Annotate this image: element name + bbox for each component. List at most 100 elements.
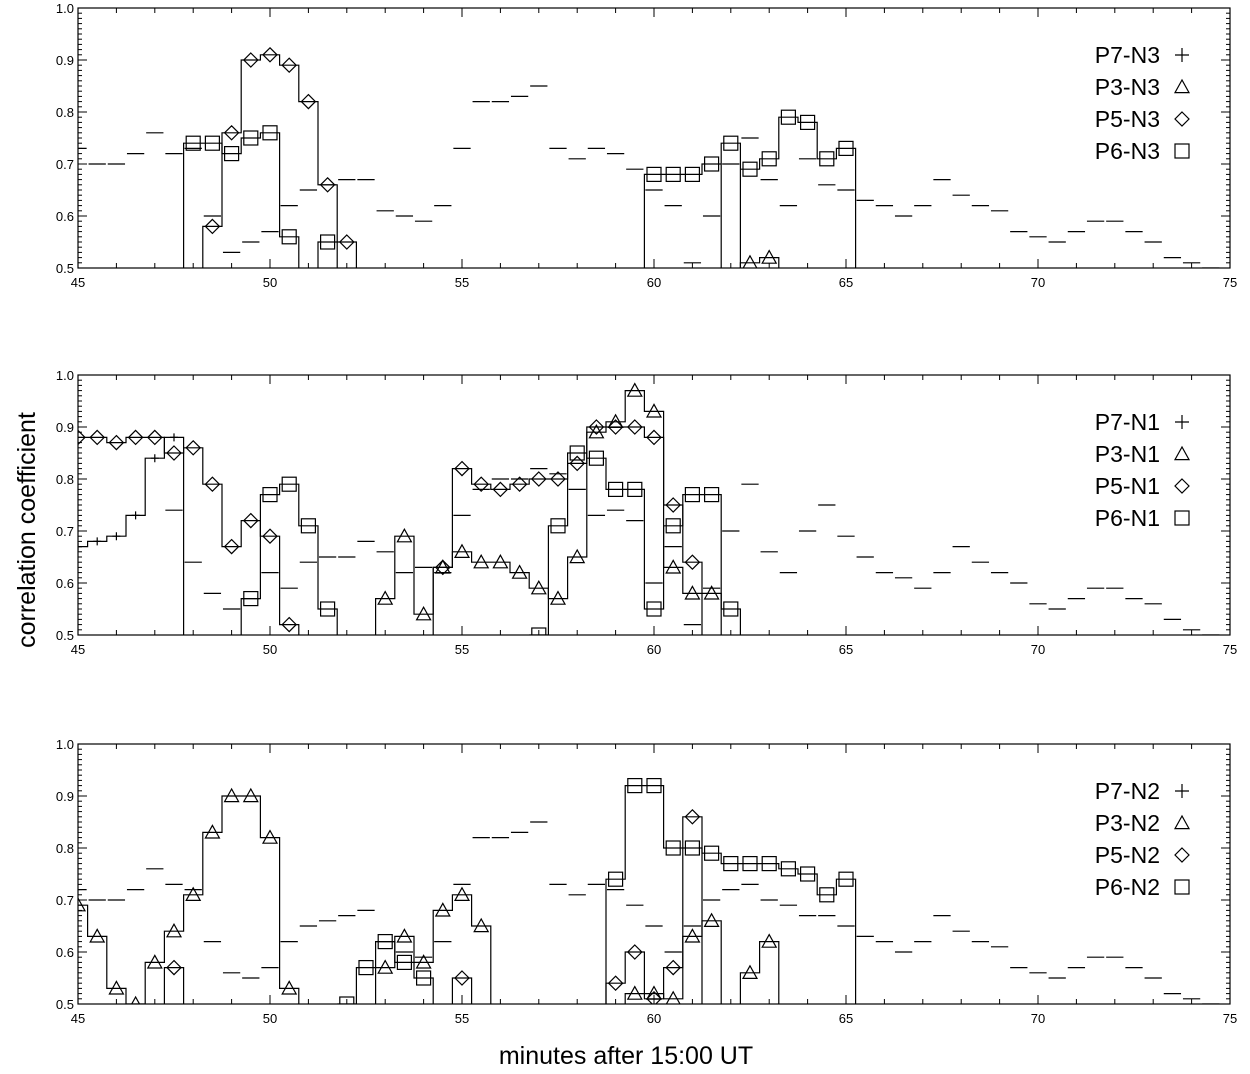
legend-square-icon [1174, 879, 1190, 895]
data-point [626, 944, 643, 960]
legend-label: P7-N2 [1095, 778, 1160, 804]
data-point [339, 996, 355, 1004]
y-tick-label: 0.5 [56, 261, 74, 276]
data-point [703, 845, 720, 861]
x-tick-label: 60 [647, 1011, 661, 1026]
data-point [78, 429, 86, 446]
x-tick-label: 70 [1031, 1011, 1045, 1026]
data-point [665, 518, 681, 534]
legend-label: P3-N1 [1095, 441, 1160, 467]
data-point [723, 601, 739, 617]
data-point [204, 476, 221, 493]
legend-triangle-icon [1173, 445, 1191, 461]
x-tick-label: 75 [1223, 275, 1237, 290]
data-point [646, 166, 662, 182]
data-point [165, 922, 183, 938]
data-point [511, 564, 528, 579]
data-point [300, 93, 317, 110]
data-point [626, 419, 643, 435]
data-point [223, 538, 240, 555]
legend-square-icon [1174, 510, 1190, 526]
series-layer [78, 46, 1220, 268]
data-point [166, 959, 182, 976]
legend-triangle-icon [1173, 814, 1191, 830]
data-point [300, 518, 316, 534]
data-point [723, 855, 739, 872]
data-point [607, 419, 624, 435]
data-point [665, 990, 681, 1004]
legend-plus-icon [1175, 784, 1189, 798]
data-point [223, 787, 240, 803]
x-tick-label: 45 [71, 275, 85, 290]
data-point [185, 439, 202, 456]
data-point [320, 234, 336, 250]
data-point [684, 808, 701, 825]
legend-label: P6-N2 [1095, 874, 1160, 900]
data-point [530, 579, 547, 595]
legend-label: P5-N2 [1095, 842, 1160, 868]
y-tick-label: 0.5 [56, 628, 74, 643]
data-point [358, 959, 374, 976]
data-point [242, 512, 259, 529]
data-point [607, 481, 624, 497]
data-point [127, 429, 144, 446]
data-point [626, 985, 643, 1000]
data-point [780, 861, 797, 877]
series-p3-n2 [78, 787, 780, 1004]
y-tick-label: 1.0 [56, 368, 74, 383]
data-point [645, 403, 663, 418]
data-point [338, 234, 355, 250]
data-point [607, 975, 624, 992]
y-tick-label: 0.8 [56, 105, 74, 120]
data-point [281, 57, 298, 74]
data-point [108, 980, 125, 995]
data-point [741, 964, 759, 980]
data-point [78, 542, 82, 551]
legend-plus-icon [1175, 48, 1189, 62]
data-point [665, 959, 682, 976]
data-point [453, 886, 471, 902]
panel-3: 45 50 55 60 65 70 75 0.5 0.6 0.7 0.8 0.9 1.0 P7-N2 P3-… [56, 737, 1237, 1026]
data-point [627, 777, 643, 794]
legend-label: P3-N2 [1095, 810, 1160, 836]
data-point [453, 543, 471, 559]
panel-1: 45 50 55 60 65 70 75 0.5 0.6 0.7 0.8 0.9 1.0 P7-N3 P3-… [56, 1, 1237, 290]
data-point [223, 124, 240, 141]
series-p7-n1-dashed- [165, 468, 1220, 635]
y-tick-label: 0.6 [56, 945, 74, 960]
legend-label: P5-N1 [1095, 473, 1160, 499]
step-line [183, 116, 857, 268]
data-point [684, 554, 701, 571]
x-tick-label: 55 [455, 642, 469, 657]
data-point [396, 954, 412, 971]
data-point [93, 537, 102, 546]
x-tick-label: 70 [1031, 275, 1045, 290]
data-point [723, 135, 739, 151]
data-point [703, 156, 720, 172]
data-point [261, 829, 279, 844]
data-point [761, 933, 778, 948]
x-tick-label: 45 [71, 1011, 85, 1026]
x-tick-label: 75 [1223, 1011, 1237, 1026]
data-point [684, 487, 701, 503]
data-point [703, 912, 720, 928]
step-line [240, 452, 741, 635]
data-point [262, 487, 278, 503]
data-point [146, 429, 163, 446]
x-tick-label: 60 [647, 275, 661, 290]
data-point [511, 476, 528, 493]
y-tick-label: 0.7 [56, 893, 74, 908]
data-point [377, 933, 393, 950]
data-point [627, 481, 643, 497]
x-tick-label: 60 [647, 642, 661, 657]
data-point [242, 787, 259, 803]
data-point [150, 454, 159, 463]
data-point [262, 125, 278, 141]
data-point [170, 433, 178, 442]
data-point [131, 511, 140, 520]
data-point [646, 429, 662, 446]
legend-diamond-icon [1174, 847, 1190, 863]
legend-label: P7-N3 [1095, 42, 1160, 68]
series-layer [78, 777, 1220, 1004]
